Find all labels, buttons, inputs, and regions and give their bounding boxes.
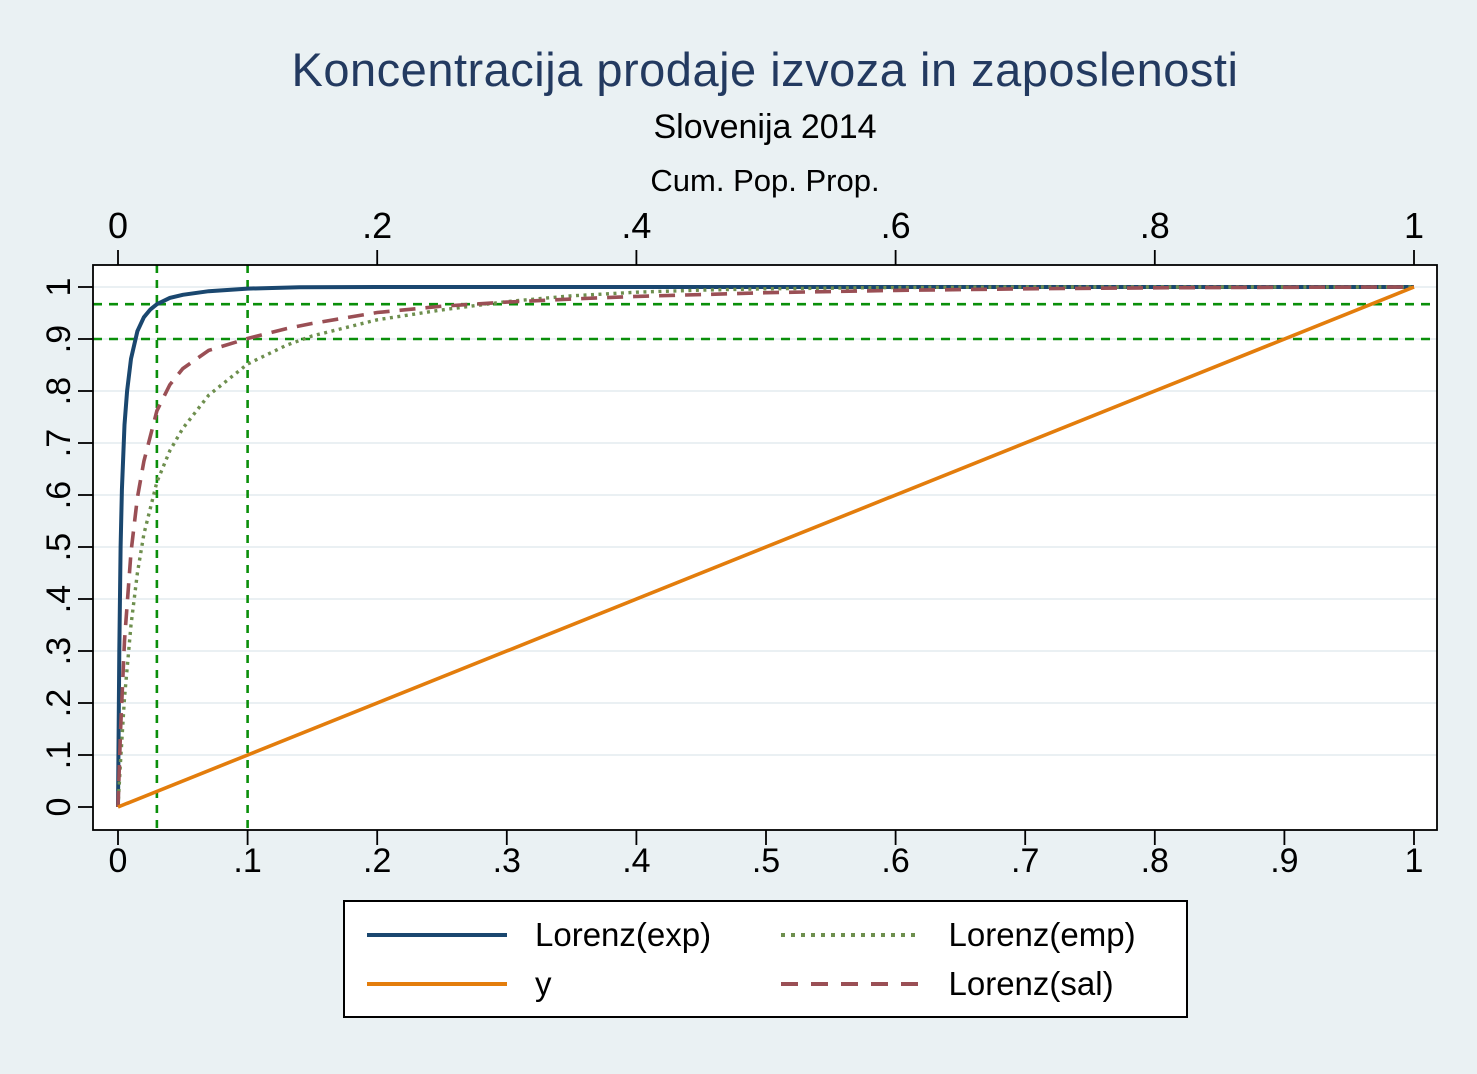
left-axis-tick-label: .6 bbox=[40, 481, 78, 509]
bottom-axis-tick-label: .9 bbox=[1270, 842, 1298, 880]
legend-item-lorenz-sal-: Lorenz(sal) bbox=[780, 964, 1165, 1003]
bottom-axis-tick-label: 0 bbox=[109, 842, 128, 880]
left-axis-tick-label: .2 bbox=[40, 689, 78, 717]
series-curve-y bbox=[117, 285, 1415, 809]
bottom-axis-tick-label: .5 bbox=[752, 842, 780, 880]
legend-label: Lorenz(sal) bbox=[948, 964, 1114, 1002]
legend-label: Lorenz(emp) bbox=[948, 915, 1136, 953]
left-axis-tick-label: .1 bbox=[40, 741, 78, 769]
left-axis-tick-label: 0 bbox=[40, 798, 78, 817]
bottom-axis-tick-label: .6 bbox=[881, 842, 909, 880]
chart-title: Koncentracija prodaje izvoza in zaposlen… bbox=[291, 43, 1239, 96]
left-axis-tick-label: .4 bbox=[40, 585, 78, 613]
legend-label: Lorenz(exp) bbox=[535, 915, 712, 953]
top-axis-tick-label: 0 bbox=[108, 205, 128, 246]
bottom-axis-tick-label: .2 bbox=[363, 842, 391, 880]
series-curve-lorenz-exp- bbox=[116, 285, 1414, 808]
top-axis-tick-label: .2 bbox=[362, 205, 392, 246]
chart-subtitle: Slovenija 2014 bbox=[653, 108, 877, 146]
bottom-axis-tick-label: .7 bbox=[1011, 842, 1039, 880]
legend-line-sample bbox=[367, 932, 507, 937]
legend-item-lorenz-emp-: Lorenz(emp) bbox=[780, 915, 1165, 954]
bottom-axis-tick-label: .3 bbox=[493, 842, 521, 880]
top-axis-title: Cum. Pop. Prop. bbox=[650, 163, 880, 198]
legend-line-sample bbox=[780, 981, 921, 986]
legend-line-sample bbox=[367, 981, 507, 986]
left-axis-tick-label: .7 bbox=[40, 429, 78, 457]
top-axis-tick-label: .8 bbox=[1140, 205, 1170, 246]
top-axis-tick-label: 1 bbox=[1404, 205, 1424, 246]
legend-line-sample bbox=[780, 932, 921, 937]
bottom-axis-tick-label: .8 bbox=[1141, 842, 1169, 880]
left-axis-tick-label: .3 bbox=[40, 637, 78, 665]
left-axis-tick-label: .8 bbox=[40, 377, 78, 405]
left-axis-tick-label: 1 bbox=[40, 278, 78, 297]
bottom-axis-tick-label: 1 bbox=[1405, 842, 1424, 880]
left-axis-tick-label: .5 bbox=[40, 533, 78, 561]
legend-item-lorenz-exp-: Lorenz(exp) bbox=[367, 916, 751, 954]
legend-box: Lorenz(exp) Lorenz(emp) y Lorenz(sal) bbox=[343, 900, 1188, 1018]
legend-item-y: y bbox=[367, 965, 751, 1003]
series-curve-lorenz-sal- bbox=[116, 285, 1415, 808]
top-axis-tick-label: .6 bbox=[881, 205, 911, 246]
top-axis-tick-label: .4 bbox=[621, 205, 651, 246]
legend-label: y bbox=[535, 964, 552, 1002]
left-axis-tick-label: .9 bbox=[40, 325, 78, 353]
bottom-axis-tick-label: .4 bbox=[622, 842, 650, 880]
bottom-axis-tick-label: .1 bbox=[233, 842, 261, 880]
